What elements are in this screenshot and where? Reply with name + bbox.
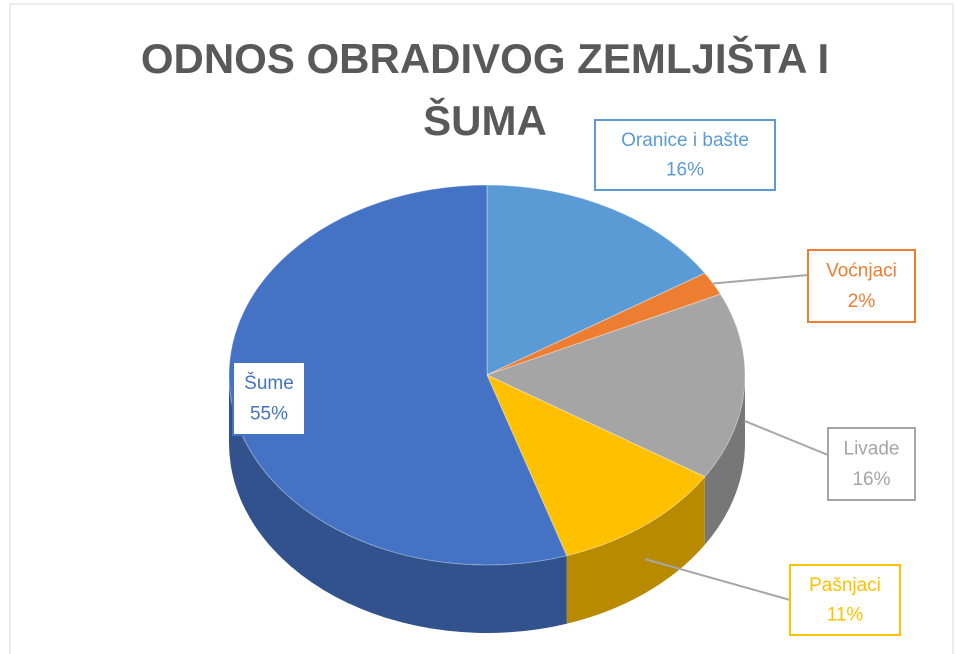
pie-slice [486, 373, 706, 557]
data-label-box [789, 564, 901, 636]
data-label-box [232, 361, 306, 436]
data-label-value: 55% [250, 404, 288, 425]
pie-slice-side [229, 375, 567, 633]
data-label-box [807, 249, 916, 323]
chart-title: ODNOS OBRADIVOG ZEMLJIŠTA I ŠUMA [140, 35, 830, 144]
data-label-name: Oranice i bašte [621, 130, 749, 151]
leader-line [744, 420, 829, 456]
data-label-value: 16% [852, 469, 890, 490]
pie-slice [485, 293, 746, 478]
pie-slice-side [704, 375, 745, 545]
pie-slice [486, 184, 706, 376]
data-label-name: Livade [844, 439, 900, 460]
data-label-value: 2% [848, 291, 876, 312]
data-label-box [827, 427, 916, 501]
data-label-value: 16% [666, 159, 704, 180]
chart-frame [9, 3, 954, 654]
data-label-box [594, 119, 776, 191]
data-label-name: Šume [244, 372, 294, 394]
pie-slice-side [566, 476, 705, 624]
leader-line [712, 274, 809, 285]
data-label-name: Voćnjaci [826, 261, 897, 282]
data-label-name: Pašnjaci [809, 575, 881, 596]
leader-line [644, 558, 791, 601]
data-label-value: 11% [827, 604, 864, 625]
pie-slice [486, 272, 722, 376]
